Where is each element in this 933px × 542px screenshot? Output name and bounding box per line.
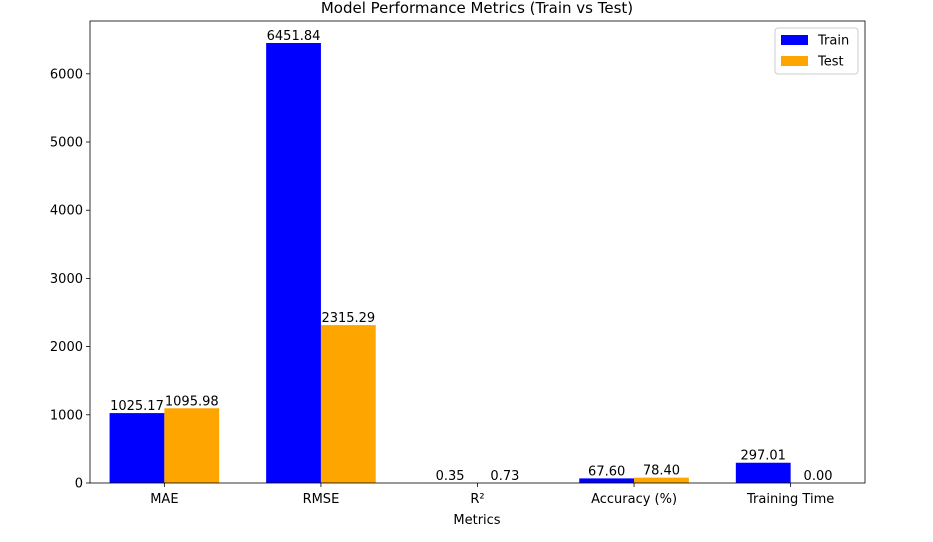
x-axis-label: Metrics	[453, 513, 500, 528]
data-label-test-1: 2315.29	[321, 311, 375, 326]
legend: Train Test	[775, 28, 858, 74]
bar-train-1	[266, 43, 321, 483]
data-label-train-4: 297.01	[740, 449, 786, 464]
y-tick-label: 3000	[50, 272, 83, 287]
y-tick-label: 1000	[50, 408, 83, 423]
legend-swatch-train	[781, 35, 808, 45]
bar-train-4	[736, 463, 791, 483]
bar-train-0	[110, 413, 165, 483]
bars-layer	[110, 43, 791, 483]
y-tick-label: 2000	[50, 340, 83, 355]
x-tick-label: Accuracy (%)	[591, 492, 677, 507]
data-label-test-0: 1095.98	[165, 394, 219, 409]
x-tick-label: RMSE	[303, 492, 340, 507]
legend-label-train: Train	[817, 34, 849, 49]
legend-swatch-test	[781, 56, 808, 66]
data-label-train-1: 6451.84	[267, 29, 321, 44]
data-label-test-3: 78.40	[643, 464, 680, 479]
x-tick-label: MAE	[150, 492, 178, 507]
data-label-train-0: 1025.17	[110, 399, 164, 414]
data-label-train-3: 67.60	[588, 464, 625, 479]
y-tick-label: 6000	[50, 67, 83, 82]
bar-test-1	[321, 325, 376, 483]
data-label-train-2: 0.35	[436, 469, 465, 484]
data-label-test-2: 0.73	[490, 469, 519, 484]
chart-title: Model Performance Metrics (Train vs Test…	[321, 0, 633, 17]
legend-label-test: Test	[817, 55, 844, 70]
x-tick-label: Training Time	[746, 492, 834, 507]
bar-test-0	[164, 408, 219, 483]
x-tick-label: R²	[470, 492, 484, 507]
y-tick-label: 4000	[50, 204, 83, 219]
y-tick-label: 0	[75, 477, 83, 492]
y-tick-label: 5000	[50, 136, 83, 151]
data-label-test-4: 0.00	[804, 469, 833, 484]
